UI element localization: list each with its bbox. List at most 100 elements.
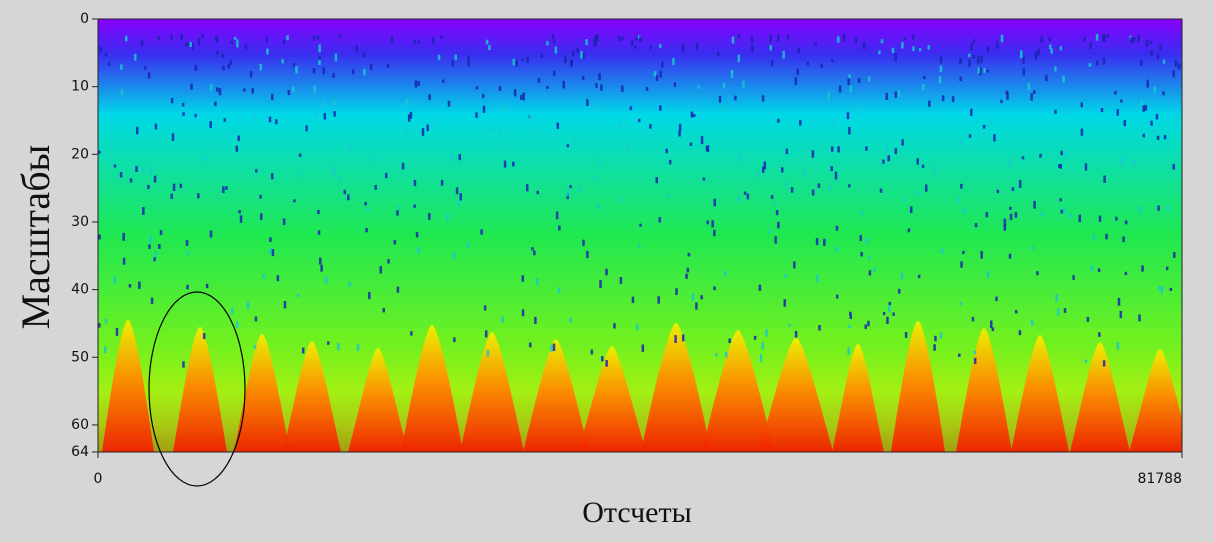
scalogram-speckle	[744, 192, 747, 195]
scalogram-speckle	[1033, 90, 1036, 94]
scalogram-speckle	[1098, 332, 1101, 337]
scalogram-speckle	[467, 243, 470, 248]
scalogram-speckle	[687, 268, 690, 273]
scalogram-speckle	[269, 248, 272, 254]
scalogram-speckle	[960, 140, 963, 147]
scalogram-speckle	[596, 34, 599, 42]
scalogram-speckle	[569, 185, 572, 188]
scalogram-speckle	[414, 180, 417, 186]
scalogram-speckle	[318, 60, 321, 65]
scalogram-speckle	[347, 194, 350, 200]
scalogram-speckle	[848, 325, 851, 328]
scalogram-speckle	[713, 230, 716, 236]
scalogram-speckle	[1101, 108, 1104, 112]
scalogram-speckle	[1041, 211, 1044, 216]
scalogram-speckle	[987, 47, 990, 52]
scalogram-speckle	[130, 178, 133, 182]
chart: Отсчеты Масштабы 010203040506064081788	[0, 0, 1214, 542]
scalogram-speckle	[769, 45, 772, 50]
scalogram-speckle	[912, 35, 915, 39]
scalogram-speckle	[104, 346, 107, 353]
scalogram-speckle	[836, 247, 839, 252]
scalogram-speckle	[812, 190, 815, 196]
scalogram-speckle	[738, 34, 741, 39]
scalogram-speckle	[171, 98, 174, 103]
scalogram-speckle	[148, 72, 151, 79]
scalogram-speckle	[742, 81, 745, 89]
scalogram-speckle	[823, 239, 826, 246]
scalogram-speckle	[398, 205, 401, 209]
scalogram-speckle	[771, 61, 774, 67]
scalogram-speckle	[269, 237, 272, 242]
scalogram-speckle	[754, 336, 757, 340]
scalogram-speckle	[170, 194, 173, 199]
scalogram-speckle	[317, 210, 320, 214]
scalogram-speckle	[512, 162, 515, 167]
scalogram-speckle	[271, 173, 274, 179]
scalogram-speckle	[1125, 220, 1128, 224]
scalogram-speckle	[918, 275, 921, 278]
scalogram-speckle	[1049, 44, 1052, 49]
scalogram-speckle	[969, 134, 972, 137]
scalogram-speckle	[747, 194, 750, 200]
scalogram-speckle	[1140, 60, 1143, 66]
scalogram-speckle	[962, 251, 965, 254]
scalogram-speckle	[635, 37, 638, 40]
scalogram-speckle	[1019, 330, 1022, 335]
scalogram-speckle	[550, 345, 553, 352]
scalogram-speckle	[1009, 207, 1012, 210]
scalogram-speckle	[318, 230, 321, 234]
scalogram-speckle	[317, 35, 320, 39]
scalogram-speckle	[659, 44, 662, 48]
scalogram-speckle	[478, 113, 481, 119]
x-tick-label: 81788	[1137, 471, 1182, 487]
scalogram-speckle	[521, 58, 524, 61]
scalogram-speckle	[333, 111, 336, 116]
scalogram-speckle	[1150, 41, 1153, 44]
scalogram-speckle	[1125, 272, 1128, 275]
scalogram-speckle	[144, 66, 147, 70]
scalogram-speckle	[646, 87, 649, 91]
scalogram-speckle	[1157, 54, 1160, 59]
scalogram-speckle	[1150, 121, 1153, 126]
scalogram-speckle	[182, 112, 185, 116]
scalogram-speckle	[251, 88, 254, 93]
scalogram-speckle	[540, 54, 543, 58]
scalogram-speckle	[654, 71, 657, 76]
scalogram-speckle	[225, 186, 228, 190]
scalogram-speckle	[696, 43, 699, 50]
scalogram-speckle	[234, 37, 237, 40]
scalogram-speckle	[458, 200, 461, 206]
scalogram-speckle	[219, 88, 222, 95]
scalogram-speckle	[313, 35, 316, 40]
scalogram-speckle	[160, 230, 163, 235]
scalogram-speckle	[262, 274, 265, 279]
scalogram-speckle	[1006, 92, 1009, 100]
scalogram-speckle	[905, 332, 908, 338]
scalogram-speckle	[717, 52, 720, 56]
scalogram-speckle	[105, 53, 108, 56]
y-tick-label: 50	[71, 349, 89, 365]
scalogram-speckle	[520, 95, 523, 100]
scalogram-speckle	[1010, 214, 1013, 220]
scalogram-speckle	[1072, 275, 1075, 280]
scalogram-speckle	[228, 64, 231, 69]
scalogram-speckle	[974, 122, 977, 125]
scalogram-speckle	[1031, 320, 1034, 326]
scalogram-speckle	[621, 85, 624, 91]
scalogram-speckle	[495, 146, 498, 150]
scalogram-speckle	[940, 332, 943, 338]
scalogram-speckle	[661, 61, 664, 67]
scalogram-speckle	[980, 251, 983, 259]
scalogram-speckle	[996, 41, 999, 48]
y-tick-label: 0	[80, 11, 89, 27]
scalogram-speckle	[827, 92, 830, 99]
scalogram-speckle	[725, 352, 728, 358]
scalogram-speckle	[1015, 310, 1018, 313]
scalogram-speckle	[707, 145, 710, 152]
scalogram-speckle	[485, 330, 488, 337]
scalogram-speckle	[700, 295, 703, 299]
scalogram-speckle	[707, 221, 710, 225]
scalogram-speckle	[634, 45, 637, 48]
scalogram-speckle	[1085, 359, 1088, 362]
